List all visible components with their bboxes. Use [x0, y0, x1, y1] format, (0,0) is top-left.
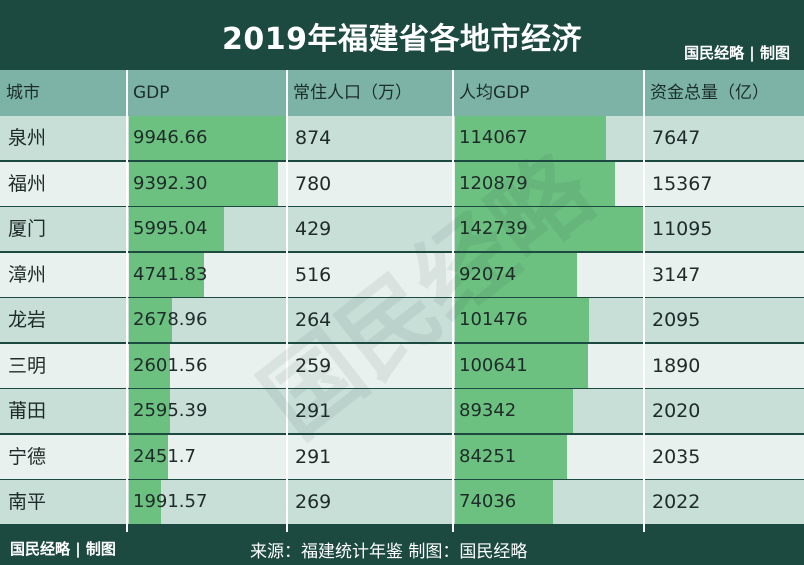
footer: 国民经略 | 制图 来源：福建统计年鉴 制图：国民经略 — [0, 532, 804, 565]
header-col-city: 城市 — [6, 83, 40, 103]
gdp-bar — [129, 116, 287, 160]
population-value: 291 — [295, 400, 332, 422]
gdp-value: 2451.7 — [133, 445, 196, 467]
gdp-per-capita-value: 100641 — [459, 354, 528, 376]
gdp-value: 5995.04 — [133, 218, 208, 239]
funds-value: 11095 — [652, 218, 713, 240]
population-value: 269 — [295, 491, 332, 513]
gdp-per-capita-bar — [455, 343, 589, 388]
header-col-gdp-per-capita: 人均GDP — [459, 83, 530, 103]
data-table: 城市 GDP 常住人口（万） 人均GDP 资金总量（亿） 泉州 9946.66 874 114… — [0, 70, 804, 532]
gdp-value: 9946.66 — [133, 127, 208, 148]
gdp-value: 2595.39 — [133, 400, 208, 421]
gdp-per-capita-bar — [455, 389, 574, 433]
gdp-per-capita-value: 120879 — [459, 172, 528, 194]
gdp-bar — [129, 252, 205, 297]
gdp-bar — [129, 161, 279, 206]
brand-credit-bottom: 国民经略 | 制图 — [10, 540, 116, 558]
table-row: 漳州 4741.83 516 92074 3147 — [0, 252, 804, 297]
funds-value: 15367 — [652, 172, 713, 195]
gdp-per-capita-bar — [455, 480, 554, 524]
funds-value: 2035 — [652, 445, 701, 468]
table-row: 莆田 2595.39 291 89342 2020 — [0, 389, 804, 433]
city-name: 宁德 — [8, 445, 47, 468]
gdp-bar — [129, 434, 168, 479]
city-name: 南平 — [8, 491, 47, 513]
gdp-bar — [129, 343, 171, 388]
population-value: 259 — [295, 354, 332, 377]
population-value: 291 — [295, 445, 332, 468]
funds-value: 7647 — [652, 127, 701, 149]
column-divider — [452, 70, 454, 532]
funds-value: 1890 — [652, 354, 701, 377]
column-divider — [126, 70, 128, 532]
column-divider — [286, 70, 288, 532]
funds-value: 2022 — [652, 491, 701, 513]
gdp-per-capita-value: 89342 — [459, 400, 517, 421]
gdp-per-capita-bar — [455, 116, 607, 160]
city-name: 福州 — [8, 172, 47, 195]
header: 2019年福建省各地市经济 国民经略 | 制图 — [0, 0, 804, 70]
gdp-value: 4741.83 — [133, 263, 208, 285]
header-col-funds: 资金总量（亿） — [650, 83, 769, 103]
gdp-per-capita-bar — [455, 298, 590, 342]
table-row: 泉州 9946.66 874 114067 7647 — [0, 116, 804, 160]
city-name: 泉州 — [8, 127, 47, 149]
city-name: 龙岩 — [8, 309, 47, 331]
gdp-per-capita-value: 101476 — [459, 309, 528, 330]
gdp-bar — [129, 389, 171, 433]
gdp-per-capita-value: 74036 — [459, 491, 517, 512]
funds-value: 2095 — [652, 309, 701, 331]
population-value: 516 — [295, 263, 332, 286]
gdp-per-capita-bar — [455, 207, 644, 251]
source-note: 来源：福建统计年鉴 制图：国民经略 — [250, 542, 528, 562]
table-row: 宁德 2451.7 291 84251 2035 — [0, 434, 804, 479]
gdp-per-capita-value: 84251 — [459, 445, 517, 467]
population-value: 780 — [295, 172, 332, 195]
gdp-per-capita-bar — [455, 434, 567, 479]
table-header-row: 城市 GDP 常住人口（万） 人均GDP 资金总量（亿） — [0, 70, 804, 116]
page-title: 2019年福建省各地市经济 — [222, 22, 582, 57]
city-name: 莆田 — [8, 400, 47, 422]
funds-value: 3147 — [652, 263, 701, 286]
population-value: 874 — [295, 127, 332, 149]
gdp-per-capita-bar — [455, 161, 616, 206]
table-row: 厦门 5995.04 429 142739 11095 — [0, 207, 804, 251]
population-value: 264 — [295, 309, 332, 331]
table-row: 三明 2601.56 259 100641 1890 — [0, 343, 804, 388]
header-col-population: 常住人口（万） — [293, 83, 412, 103]
brand-credit-top: 国民经略 | 制图 — [684, 44, 790, 62]
gdp-per-capita-value: 92074 — [459, 263, 517, 285]
funds-value: 2020 — [652, 400, 701, 422]
gdp-value: 2601.56 — [133, 354, 208, 376]
gdp-value: 2678.96 — [133, 309, 208, 330]
header-col-gdp: GDP — [133, 83, 170, 103]
gdp-bar — [129, 480, 161, 524]
population-value: 429 — [295, 218, 332, 240]
gdp-per-capita-value: 142739 — [459, 218, 528, 239]
gdp-bar — [129, 207, 225, 251]
city-name: 厦门 — [8, 218, 47, 240]
gdp-per-capita-bar — [455, 252, 577, 297]
gdp-bar — [129, 298, 172, 342]
gdp-value: 1991.57 — [133, 491, 208, 512]
table-row: 南平 1991.57 269 74036 2022 — [0, 480, 804, 524]
city-name: 三明 — [8, 354, 47, 377]
gdp-per-capita-value: 114067 — [459, 127, 528, 148]
table-row: 福州 9392.30 780 120879 15367 — [0, 161, 804, 206]
column-divider — [643, 70, 645, 532]
gdp-value: 9392.30 — [133, 172, 208, 194]
table-row: 龙岩 2678.96 264 101476 2095 — [0, 298, 804, 342]
city-name: 漳州 — [8, 263, 47, 286]
